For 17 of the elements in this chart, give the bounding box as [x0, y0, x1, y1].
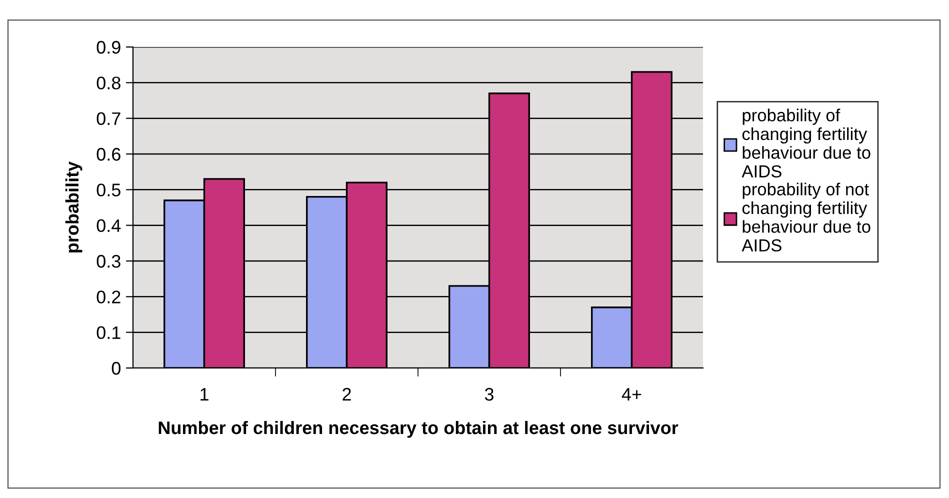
y-tick-label: 0.1 — [96, 326, 120, 340]
x-tick-label: 4+ — [622, 388, 642, 401]
y-tick-label: 0.2 — [96, 290, 120, 304]
x-axis-title: Number of children necessary to obtain at least one survivor — [158, 420, 678, 438]
y-tick-label: 0.3 — [96, 254, 120, 268]
y-tick-label: 0.5 — [96, 184, 120, 196]
y-tick-label: 0.6 — [96, 148, 120, 161]
y-tick-label: 0.9 — [96, 40, 120, 54]
y-axis-title: probability — [65, 161, 82, 252]
y-tick-label: 0.7 — [96, 112, 120, 126]
y-tick-label: 0.8 — [96, 76, 120, 90]
y-tick-label: 0 — [112, 362, 120, 375]
y-tick-label: 0.4 — [96, 219, 121, 232]
x-tick-label: 2 — [342, 388, 351, 401]
legend-label: probability of not changing fertility behaviour due to AIDS — [742, 182, 870, 252]
x-tick-label: 3 — [484, 388, 494, 401]
x-tick-label: 1 — [200, 388, 208, 401]
